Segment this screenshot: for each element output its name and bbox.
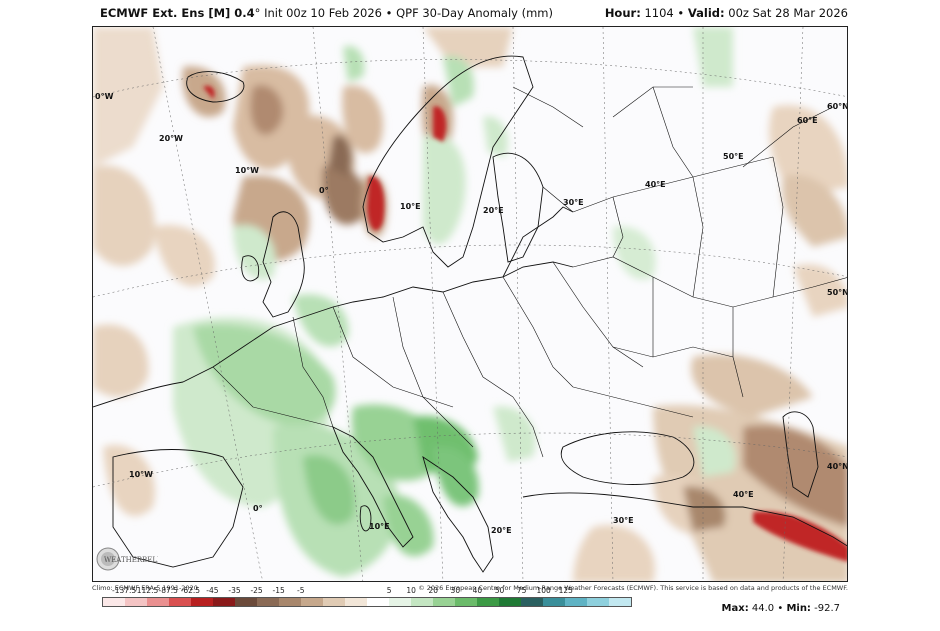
grid-label: 0°W <box>95 92 114 101</box>
grid-label: 10°W <box>235 166 259 175</box>
legend-swatch <box>213 598 235 606</box>
legend-swatch <box>433 598 455 606</box>
map-canvas: 0°W 20°W 10°W 0° 10°E 20°E 30°E 40°E 50°… <box>93 27 848 581</box>
legend-tick-label: 75 <box>516 586 527 595</box>
legend-tick-label: -87.5 <box>158 586 178 595</box>
grid-label: 40°E <box>645 180 666 189</box>
legend-tick-label: 50 <box>494 586 505 595</box>
legend-swatch <box>279 598 301 606</box>
legend-swatch <box>543 598 565 606</box>
legend-ticks: -137.5 -112.5 -87.5 -62.5 -45 -35 -25 -15 -5 5 10 2… <box>102 586 632 596</box>
legend-swatch <box>411 598 433 606</box>
valid-label: Valid: <box>687 6 725 20</box>
product-name: QPF 30-Day Anomaly (mm) <box>396 6 553 20</box>
map-title: ECMWF Ext. Ens [M] 0.4° Init 00z 10 Feb … <box>100 6 553 20</box>
legend-tick-label: -62.5 <box>180 586 201 595</box>
grid-label: 30°E <box>613 516 634 525</box>
hour-label: Hour: <box>604 6 641 20</box>
hour-value: 1104 <box>644 6 674 20</box>
legend-swatch <box>477 598 499 606</box>
legend-swatch <box>235 598 257 606</box>
legend-tick-label: -35 <box>228 586 241 595</box>
grid-label: 20°E <box>491 526 512 535</box>
weatherbell-logo: WEATHERBELL <box>96 547 158 571</box>
valid-value: 00z Sat 28 Mar 2026 <box>728 6 848 20</box>
legend-tick-label: -15 <box>272 586 285 595</box>
grid-label: 50°N <box>827 288 848 297</box>
degree-symbol: ° <box>254 6 261 20</box>
valid-time-header: Hour: 1104 • Valid: 00z Sat 28 Mar 2026 <box>605 6 848 20</box>
grid-label: 20°E <box>483 206 504 215</box>
extreme-anomaly-field <box>203 85 847 562</box>
max-label: Max: <box>721 603 749 614</box>
legend-swatch <box>169 598 191 606</box>
coastlines <box>93 55 847 573</box>
max-min-readout: Max: 44.0 • Min: -92.7 <box>721 603 840 614</box>
legend-swatch <box>323 598 345 606</box>
grid-label: 40°E <box>733 490 754 499</box>
legend-tick-label: 40 <box>472 586 483 595</box>
min-value: -92.7 <box>814 603 840 614</box>
legend-tick-label: 100 <box>536 586 551 595</box>
legend-swatch <box>125 598 147 606</box>
legend-swatch <box>389 598 411 606</box>
grid-label: 20°W <box>159 134 183 143</box>
grid-label: 50°E <box>723 152 744 161</box>
climo-note: Climo: ECMWF ERA-5 1991-2020 <box>92 584 198 592</box>
legend-tick-label: 10 <box>406 586 416 595</box>
legend-swatch <box>455 598 477 606</box>
grid-label: 60°E <box>797 116 818 125</box>
model-name: ECMWF Ext. Ens [M] 0.4 <box>100 6 255 20</box>
legend-tick-label: -45 <box>206 586 219 595</box>
graticule <box>93 27 847 581</box>
grid-label: 40°N <box>827 462 848 471</box>
legend-tick-label: -25 <box>250 586 263 595</box>
title-separator: • <box>385 6 393 20</box>
legend-swatch <box>301 598 323 606</box>
grid-label: 10°W <box>129 470 153 479</box>
grid-label: 10°E <box>400 202 421 211</box>
legend-swatch <box>565 598 587 606</box>
init-time: Init 00z 10 Feb 2026 <box>264 6 382 20</box>
valid-separator: • <box>677 6 685 20</box>
grid-label: 0° <box>253 504 263 513</box>
logo-text: WEATHERBELL <box>104 556 158 564</box>
legend-swatch <box>345 598 367 606</box>
grid-label: 10°E <box>369 522 390 531</box>
legend-tick-label: 5 <box>386 586 392 595</box>
legend-swatch <box>147 598 169 606</box>
copyright-note: © 2026 European Centre for Medium-Range … <box>418 584 848 592</box>
legend-tick-label: 20 <box>428 586 439 595</box>
legend-tick-label: -112.5 <box>134 586 159 595</box>
legend-swatch <box>367 598 389 606</box>
grid-label: 30°E <box>563 198 584 207</box>
legend-tick-label: 30 <box>450 586 461 595</box>
legend-swatch <box>587 598 609 606</box>
legend-tick-label: -137.5 <box>111 586 137 595</box>
grid-label: 0° <box>319 186 329 195</box>
color-legend: -137.5 -112.5 -87.5 -62.5 -45 -35 -25 -15 -5 5 10 2… <box>102 586 632 621</box>
legend-swatch <box>103 598 125 606</box>
legend-swatch <box>257 598 279 606</box>
anomaly-map: 0°W 20°W 10°W 0° 10°E 20°E 30°E 40°E 50°… <box>92 26 848 582</box>
legend-tick-label: 125 <box>558 586 573 595</box>
legend-swatch <box>521 598 543 606</box>
legend-swatch <box>499 598 521 606</box>
legend-swatch <box>609 598 631 606</box>
min-label: Min: <box>786 603 811 614</box>
country-borders <box>212 86 847 458</box>
grid-label: 60°N <box>827 102 848 111</box>
grid-labels: 0°W 20°W 10°W 0° 10°E 20°E 30°E 40°E 50°… <box>95 92 848 535</box>
max-value: 44.0 <box>751 603 775 614</box>
legend-color-bar <box>102 597 632 607</box>
legend-tick-label: -5 <box>297 586 305 595</box>
legend-swatch <box>191 598 213 606</box>
